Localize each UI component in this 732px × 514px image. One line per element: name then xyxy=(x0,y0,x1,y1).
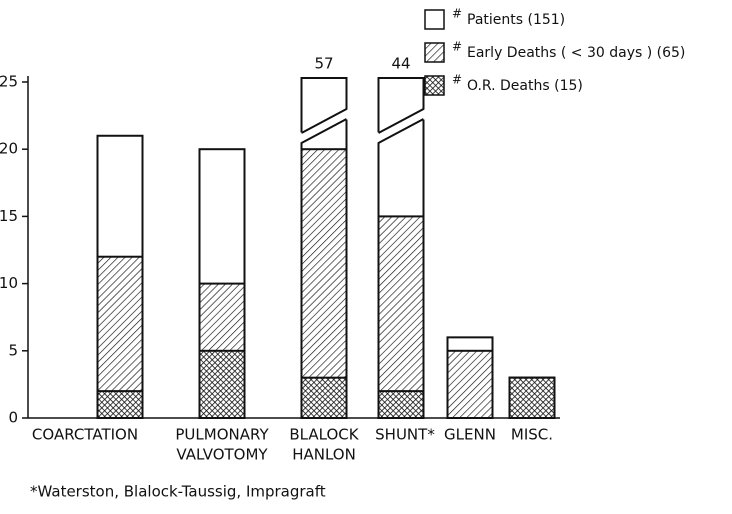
legend-swatch xyxy=(424,75,445,96)
bar xyxy=(446,349,494,419)
axis-break xyxy=(376,109,426,143)
legend-label: Early Deaths ( < 30 days ) (65) xyxy=(467,45,685,61)
legend-prefix: # xyxy=(452,40,462,54)
legend-prefix: # xyxy=(452,73,462,87)
x-tick-label: GLENN xyxy=(444,426,496,444)
y-tick-label: 20 xyxy=(0,140,18,158)
bar xyxy=(377,215,425,419)
x-tick-label: VALVOTOMY xyxy=(176,446,268,464)
x-tick-label: HANLON xyxy=(292,446,356,464)
axis-break-line xyxy=(378,118,424,144)
x-tick-label: PULMONARY xyxy=(175,426,269,444)
axis-break xyxy=(299,109,349,143)
axis-break-line xyxy=(301,118,347,144)
bar xyxy=(198,349,246,419)
y-tick-label: 5 xyxy=(8,341,18,359)
axis-break-line xyxy=(301,108,347,134)
legend-prefix: # xyxy=(452,7,462,21)
bar xyxy=(377,390,425,419)
axis-break-line xyxy=(378,108,424,134)
legend-label: Patients (151) xyxy=(467,12,565,28)
bar xyxy=(508,376,556,419)
x-tick-label: COARCTATION xyxy=(32,426,138,444)
data-label: 57 xyxy=(314,55,333,73)
bar xyxy=(300,376,348,419)
x-tick-label: SHUNT* xyxy=(375,426,435,444)
bar xyxy=(96,390,144,419)
x-tick-label: BLALOCK xyxy=(289,426,359,444)
data-label: 44 xyxy=(391,55,410,73)
footnote: *Waterston, Blalock-Taussig, Impragraft xyxy=(30,483,326,501)
legend-swatch xyxy=(424,42,445,63)
y-tick-label: 15 xyxy=(0,207,18,225)
bar xyxy=(300,148,348,419)
x-tick-label: MISC. xyxy=(511,426,553,444)
legend-label: O.R. Deaths (15) xyxy=(467,78,583,94)
y-tick-label: 0 xyxy=(8,409,18,427)
y-tick-label: 25 xyxy=(0,73,18,91)
y-tick-label: 10 xyxy=(0,274,18,292)
legend-swatch xyxy=(424,9,445,30)
